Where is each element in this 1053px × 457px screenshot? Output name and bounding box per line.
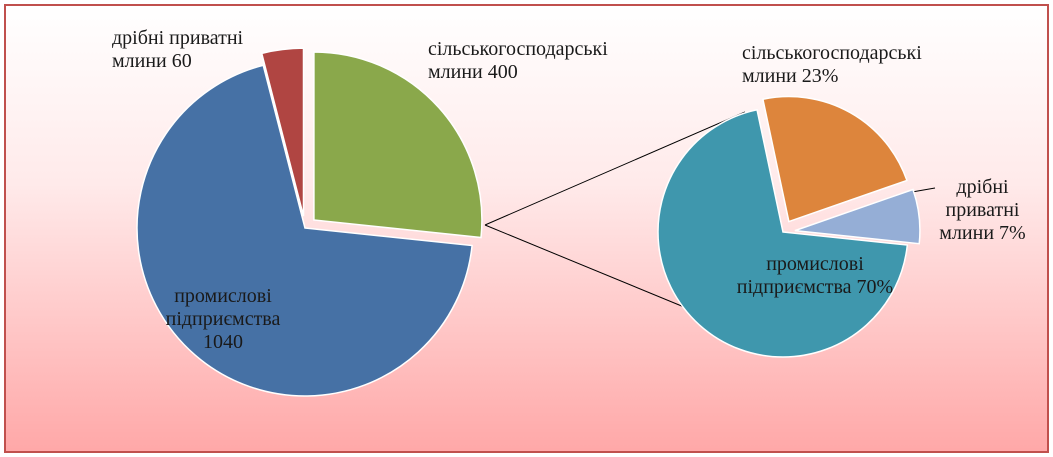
pie-slice (136, 64, 473, 397)
value-label: 400 (487, 61, 518, 83)
leader-line (911, 187, 936, 193)
value-label: 1040 (203, 331, 243, 353)
connector (484, 111, 746, 226)
slice-label: сільськогосподарські млини 23% (742, 42, 932, 88)
slice-label: промислові підприємства 1040 (148, 285, 298, 354)
value-label: 60 (171, 50, 192, 72)
category-name: промислові підприємства (736, 253, 864, 298)
slice-label: дрібні приватні млини 60 (112, 27, 262, 73)
value-label: 7% (999, 222, 1026, 244)
category-name: сільськогосподарські млини (428, 38, 608, 83)
pie-slice (260, 47, 305, 217)
slice-label: сільськогосподарські млини 400 (428, 38, 618, 84)
category-name: промислові підприємства (165, 285, 281, 330)
pie-slice (794, 188, 921, 245)
value-label: 23% (801, 65, 839, 87)
pie-slice (313, 51, 483, 239)
category-name: дрібні приватні млини (112, 27, 244, 72)
category-name: сільськогосподарські млини (742, 42, 922, 87)
pie-slice (657, 108, 909, 358)
slice-label: промислові підприємства 70% (735, 253, 895, 299)
value-label: 70% (856, 276, 894, 298)
pie-slice (762, 95, 908, 223)
slice-label: дрібні приватні млини 7% (925, 176, 1040, 245)
category-name: дрібні приватні млини (939, 176, 1020, 244)
